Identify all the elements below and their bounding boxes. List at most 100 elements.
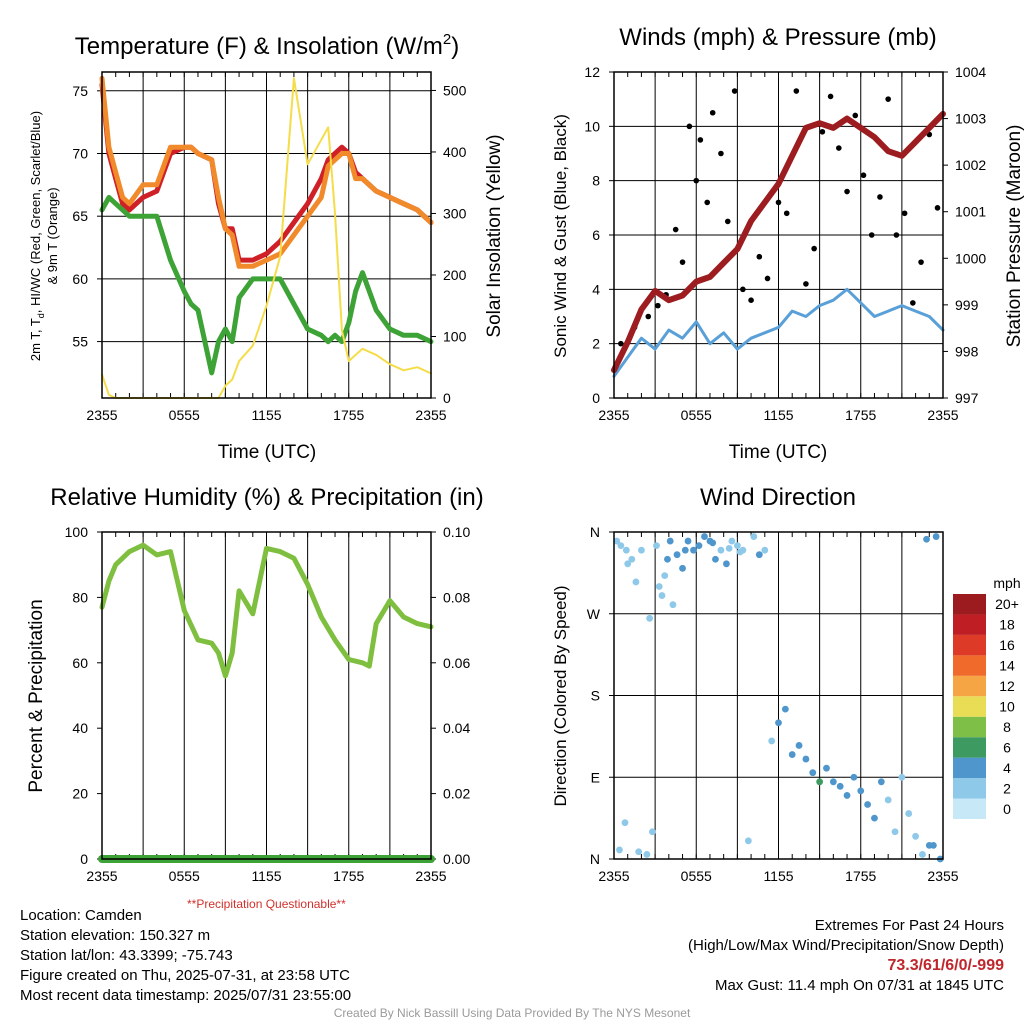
station-latlon: Station lat/lon: 43.3399; -75.743	[20, 947, 233, 964]
direction-point	[877, 778, 885, 786]
direction-point	[709, 539, 717, 547]
direction-point	[919, 851, 926, 858]
direction-point	[653, 542, 660, 550]
wind-ytick-label-right: 1002	[955, 157, 986, 173]
temp-xlabel: Time (UTC)	[218, 442, 317, 463]
direction-point	[750, 533, 758, 540]
dir-xtick-label: 1155	[763, 868, 793, 884]
direction-point	[930, 841, 937, 849]
credit-line: Created By Nick Bassill Using Data Provi…	[333, 1006, 691, 1020]
speed-colorbar: 0 2 4 6 8 10 12 14 16 18 20+	[953, 594, 1019, 819]
wind-ytick-label: 8	[592, 173, 600, 189]
gust-point	[868, 232, 875, 238]
temp-xtick-label: 1155	[251, 407, 281, 423]
direction-point	[617, 542, 625, 550]
wind-ytick-label-right: 1003	[955, 111, 986, 127]
temp-series-td-line	[99, 194, 434, 376]
wind-ytick-label: 4	[592, 281, 600, 297]
temp-ytick-label: 60	[72, 271, 88, 287]
direction-point	[655, 583, 663, 590]
direction-point	[725, 544, 733, 552]
direction-point	[857, 787, 865, 795]
direction-point	[871, 814, 878, 822]
gust-point	[811, 245, 817, 252]
colorbar-label: 10	[999, 699, 1015, 715]
direction-point	[638, 546, 645, 554]
dir-ytick-label: E	[591, 769, 600, 785]
temp-ytick-label-right: 200	[443, 267, 467, 283]
direction-point	[905, 810, 913, 817]
direction-point	[761, 546, 769, 554]
direction-point	[658, 592, 666, 599]
gust-point	[645, 313, 652, 320]
temp-ytick-label-right: 0	[443, 390, 451, 406]
extremes-description: (High/Low/Max Wind/Precipitation/Snow De…	[688, 937, 1004, 954]
rh-ytick-label-right: 0.04	[443, 720, 470, 736]
direction-point	[768, 737, 776, 745]
dir-ytick-label: N	[590, 851, 600, 867]
recent-timestamp: Most recent data timestamp: 2025/07/31 2…	[20, 987, 352, 1004]
direction-point	[836, 782, 844, 790]
dir-ytick-label: W	[587, 606, 601, 622]
temp-xtick-label: 0555	[169, 407, 200, 423]
direction-point	[622, 546, 630, 554]
wind-ytick-label: 6	[592, 227, 600, 243]
temp-ytick-label: 70	[72, 146, 88, 162]
direction-point	[712, 555, 719, 563]
gust-point	[793, 88, 800, 94]
colorbar-swatch	[953, 614, 986, 635]
temp-ylabel-left: 2m T, Td, HI/WC (Red, Green, Scarlet/Blu…	[28, 111, 46, 361]
temp-ytick-label-right: 400	[443, 144, 467, 160]
colorbar-label: 2	[1003, 780, 1011, 796]
gust-point	[901, 210, 908, 217]
direction-point	[912, 832, 919, 840]
temp-panel-title: Temperature (F) & Insolation (W/m2)	[75, 31, 459, 60]
direction-point	[864, 801, 872, 808]
wind-ytick-label-right: 1001	[955, 204, 986, 220]
figure-created: Figure created on Thu, 2025-07-31, at 23…	[20, 967, 350, 984]
gust-point	[618, 340, 624, 347]
gust-point	[803, 281, 809, 287]
direction-point	[635, 848, 643, 856]
colorbar-label: 16	[999, 637, 1015, 653]
gust-point	[672, 226, 679, 233]
temp-ytick-label: 55	[72, 334, 88, 350]
extremes-values: 73.3/61/6/0/-999	[887, 957, 1004, 974]
gust-point	[783, 210, 790, 217]
direction-point	[643, 851, 651, 858]
gust-point	[764, 275, 771, 282]
rh-xtick-label: 0555	[169, 868, 200, 884]
rh-ytick-label-right: 0.02	[443, 786, 470, 802]
direction-point	[669, 601, 677, 609]
wind-ytick-label-right: 998	[955, 343, 979, 359]
dir-xtick-label: 0555	[681, 868, 712, 884]
direction-point	[664, 555, 671, 563]
dir-xtick-label: 2355	[927, 868, 958, 884]
temp-ytick-label-right: 500	[443, 82, 467, 98]
wind-panel-title: Winds (mph) & Pressure (mb)	[619, 24, 936, 51]
gust-point	[910, 300, 916, 306]
colorbar-label: 14	[999, 658, 1015, 674]
temp-frame	[101, 71, 432, 399]
direction-point	[736, 548, 744, 556]
direction-point	[679, 564, 686, 572]
direction-point	[646, 614, 654, 622]
wind-ytick-label: 0	[592, 390, 600, 406]
gust-point	[740, 286, 746, 293]
direction-point	[829, 778, 837, 786]
direction-point	[802, 755, 810, 763]
temp-xtick-label: 2355	[415, 407, 446, 423]
direction-point	[616, 846, 623, 854]
gust-point	[918, 259, 924, 265]
wind-series-station-pressure-line	[611, 110, 946, 374]
direction-point	[673, 551, 681, 559]
direction-point	[624, 560, 632, 568]
wind-ytick-label-right: 999	[955, 297, 979, 313]
rh-ytick-label: 0	[80, 851, 88, 867]
colorbar-swatch	[953, 757, 986, 779]
wind-ylabel-left: Sonic Wind & Gust (Blue, Black)	[551, 114, 570, 358]
temp-xtick-label: 2355	[86, 407, 117, 423]
humidity-precip-panel: 2355 0555 1155 1755 23550204060801000.000.02…	[65, 524, 471, 884]
gust-point	[686, 123, 693, 130]
